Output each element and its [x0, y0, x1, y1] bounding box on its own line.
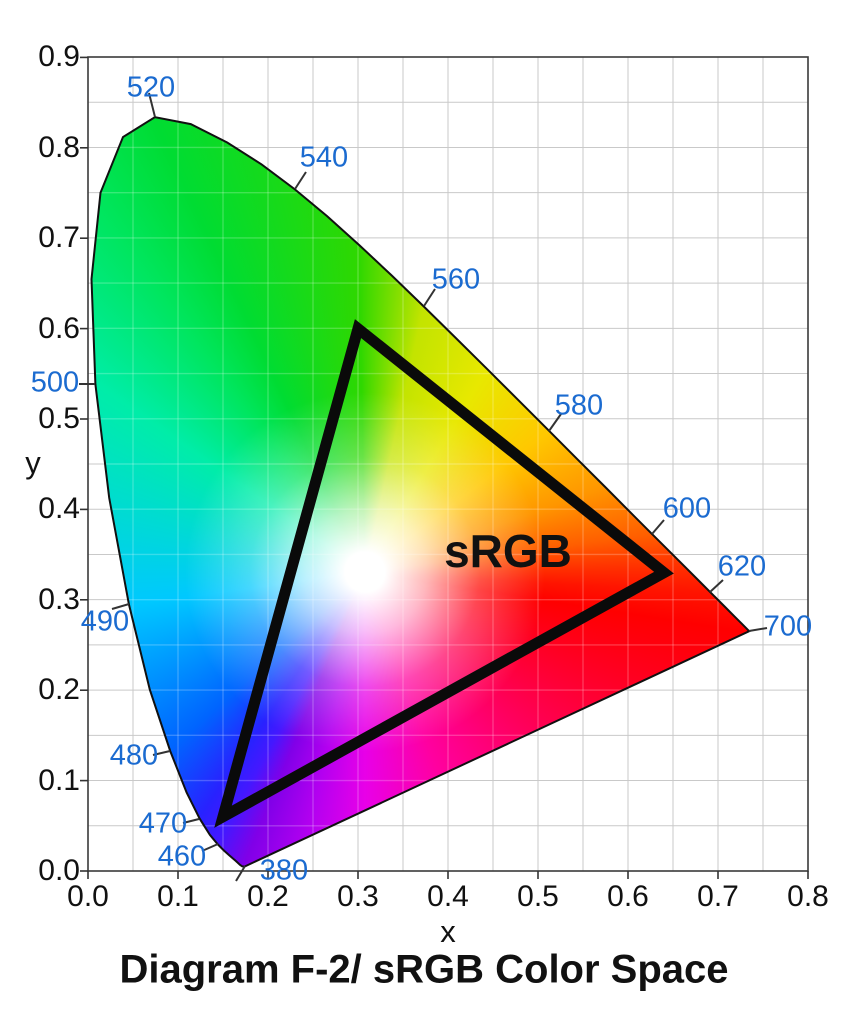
- y-tick-label-0.8: 0.8: [38, 130, 80, 164]
- wavelength-tick-380: [235, 865, 246, 882]
- wavelength-label-600: 600: [662, 492, 712, 525]
- wavelength-label-460: 460: [157, 840, 207, 873]
- x-tick-label-0.8: 0.8: [787, 880, 829, 913]
- y-tick-label-0.1: 0.1: [38, 763, 80, 797]
- spectral-locus-outline: [90, 116, 751, 868]
- x-tick-label-0.2: 0.2: [247, 880, 289, 913]
- srgb-gamut-label: sRGB: [444, 525, 572, 577]
- wavelength-label-500: 500: [30, 366, 80, 399]
- wavelength-tick-620: [709, 579, 724, 593]
- x-tick-label-0.6: 0.6: [607, 880, 649, 913]
- wavelength-tick-480: [152, 750, 171, 756]
- wavelength-tick-600: [651, 519, 665, 535]
- wavelength-label-480: 480: [109, 739, 159, 772]
- y-tick-label-0.6: 0.6: [38, 311, 80, 345]
- wavelength-tick-470: [182, 818, 200, 824]
- wavelength-tick-700: [748, 627, 768, 632]
- x-tick-label-0.7: 0.7: [697, 880, 739, 913]
- wavelength-label-380: 380: [259, 854, 309, 887]
- y-tick-label-0.4: 0.4: [38, 492, 80, 526]
- wavelength-tick-580: [548, 413, 562, 432]
- wavelength-label-520: 520: [126, 71, 176, 104]
- wavelength-tick-460: [201, 843, 219, 852]
- wavelength-tick-marks: [79, 92, 768, 882]
- grid-over-fill: [91, 117, 750, 867]
- wavelength-label-540: 540: [299, 141, 349, 174]
- x-tick-label-0.0: 0.0: [67, 880, 109, 913]
- wavelength-tick-520: [148, 92, 156, 118]
- wavelength-tick-540: [294, 171, 307, 190]
- wavelength-label-470: 470: [138, 807, 188, 840]
- y-tick-label-0.2: 0.2: [38, 673, 80, 707]
- wavelength-label-620: 620: [717, 550, 767, 583]
- y-tick-label-0.0: 0.0: [38, 854, 80, 887]
- y-tick-label-0.3: 0.3: [38, 582, 80, 616]
- wavelength-label-580: 580: [554, 389, 604, 422]
- wavelength-tick-560: [423, 288, 436, 307]
- wavelength-tick-490: [111, 603, 130, 610]
- x-tick-label-0.1: 0.1: [157, 880, 199, 913]
- y-tick-label-0.7: 0.7: [38, 221, 80, 255]
- y-tick-label-0.5: 0.5: [38, 402, 80, 435]
- y-tick-label-0.9: 0.9: [38, 40, 80, 74]
- srgb-gamut-triangle: [214, 319, 674, 828]
- x-axis-label: x: [440, 914, 456, 949]
- wavelength-label-490: 490: [80, 605, 130, 638]
- x-tick-label-0.4: 0.4: [427, 880, 469, 913]
- chart-title: Diagram F-2/ sRGB Color Space: [119, 947, 729, 992]
- wavelength-label-700: 700: [763, 610, 813, 643]
- x-tick-label-0.5: 0.5: [517, 880, 559, 913]
- wavelength-label-560: 560: [431, 263, 481, 296]
- y-axis-label: y: [25, 445, 41, 480]
- x-tick-label-0.3: 0.3: [337, 880, 379, 913]
